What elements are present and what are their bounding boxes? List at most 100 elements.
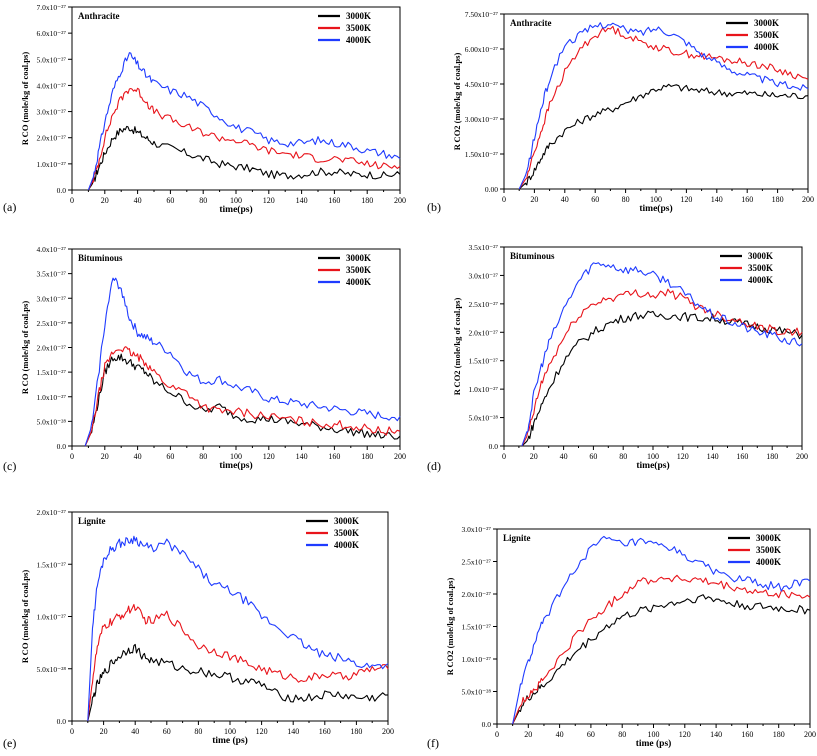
y-tick-label: 1.0x10⁻²⁷ — [462, 655, 492, 664]
y-tick-label: 1.5x10⁻²⁷ — [37, 560, 67, 569]
x-tick-label: 200 — [802, 195, 814, 204]
x-tick-label: 60 — [587, 730, 595, 739]
x-tick-label: 40 — [556, 730, 564, 739]
legend-entry: 3500K — [334, 528, 359, 538]
y-tick-label: 1.0x10⁻²⁷ — [37, 613, 67, 622]
y-tick-label: 7.0x10⁻²⁷ — [37, 3, 67, 12]
chart-panel-1: 0 20 40 60 80 100 120 140 160 180 200 0.0 1.0x10⁻²⁷ 2… — [3, 3, 406, 215]
legend-entry: 4000K — [346, 277, 371, 287]
x-tick-label: 200 — [804, 730, 816, 739]
x-tick-label: 160 — [736, 452, 748, 461]
x-tick-label: 0 — [70, 452, 74, 461]
x-axis-label: time(ps) — [636, 460, 669, 471]
x-tick-label: 200 — [796, 452, 808, 461]
panel-label: (d) — [427, 459, 441, 473]
y-tick-label: 5.0x10⁻²⁸ — [462, 688, 492, 697]
y-axis-label: R CO (mole/kg of coal.ps) — [20, 301, 30, 394]
series-line-3500K — [87, 87, 401, 191]
x-tick-label: 120 — [679, 730, 691, 739]
x-tick-label: 100 — [230, 196, 242, 205]
coal-type-annotation: Lignite — [503, 533, 531, 543]
x-tick-label: 80 — [194, 727, 202, 736]
series-line-4000K — [84, 277, 401, 447]
y-tick-label: 4.0x10⁻²⁷ — [37, 81, 67, 90]
panel-label: (c) — [3, 459, 16, 473]
legend-entry: 3000K — [748, 251, 773, 261]
x-tick-label: 20 — [524, 730, 532, 739]
x-tick-label: 60 — [163, 727, 171, 736]
series-line-4000K — [87, 535, 389, 722]
x-tick-label: 20 — [101, 196, 109, 205]
y-axis-label: R CO2 (mole/kg of coal.ps) — [445, 578, 455, 676]
series-line-3000K — [512, 594, 811, 725]
coal-type-annotation: Bituminous — [78, 253, 123, 263]
x-tick-label: 160 — [328, 452, 340, 461]
x-tick-label: 140 — [711, 195, 723, 204]
x-tick-label: 120 — [256, 727, 268, 736]
x-tick-label: 160 — [319, 727, 331, 736]
x-tick-label: 180 — [361, 196, 373, 205]
x-tick-label: 140 — [296, 196, 308, 205]
x-tick-label: 100 — [224, 727, 236, 736]
y-tick-label: 1.50x10⁻²⁷ — [465, 150, 499, 159]
legend-entry: 4000K — [748, 275, 773, 285]
x-tick-label: 100 — [230, 452, 242, 461]
x-tick-label: 80 — [622, 195, 630, 204]
x-tick-label: 180 — [766, 452, 778, 461]
legend-entry: 3000K — [346, 253, 371, 263]
y-tick-label: 0.0 — [57, 186, 67, 195]
y-tick-label: 0.0 — [57, 442, 67, 451]
legend-entry: 4000K — [754, 42, 779, 52]
legend-entry: 3500K — [346, 23, 371, 33]
series-line-3500K — [87, 603, 389, 722]
x-tick-label: 40 — [560, 452, 568, 461]
x-tick-label: 20 — [530, 195, 538, 204]
series-line-3000K — [521, 310, 803, 447]
y-tick-label: 4.50x10⁻²⁷ — [465, 80, 499, 89]
y-tick-label: 2.5x10⁻²⁷ — [462, 558, 492, 567]
y-tick-label: 3.0x10⁻²⁷ — [37, 108, 67, 117]
y-tick-label: 0.0 — [482, 720, 492, 729]
legend-entry: 3000K — [754, 18, 779, 28]
legend-entry: 3000K — [756, 533, 781, 543]
y-axis-label: R CO2 (mole/kg of coal.ps) — [452, 53, 462, 151]
x-tick-label: 140 — [710, 730, 722, 739]
x-axis-label: time(ps) — [219, 204, 252, 215]
x-tick-label: 180 — [773, 730, 785, 739]
x-tick-label: 20 — [530, 452, 538, 461]
series-line-3000K — [84, 353, 401, 447]
y-axis-label: R CO (mole/kg of coal.ps) — [20, 52, 30, 145]
x-tick-label: 160 — [328, 196, 340, 205]
x-tick-label: 140 — [296, 452, 308, 461]
chart-panel-2: 0 20 40 60 80 100 120 140 160 180 200 0.00 1.50x10⁻²… — [427, 10, 814, 214]
legend-entry: 3000K — [346, 11, 371, 21]
x-tick-label: 60 — [166, 196, 174, 205]
x-tick-label: 100 — [648, 730, 660, 739]
x-tick-label: 0 — [495, 730, 499, 739]
coal-type-annotation: Lignite — [78, 516, 106, 526]
y-tick-label: 5.0x10⁻²⁷ — [37, 55, 67, 64]
y-tick-label: 3.0x10⁻²⁷ — [37, 294, 67, 303]
x-axis-label: time (ps) — [212, 735, 248, 746]
x-tick-label: 140 — [707, 452, 719, 461]
legend-entry: 4000K — [346, 35, 371, 45]
series-line-4000K — [521, 262, 803, 447]
y-tick-label: 5.0x10⁻²⁸ — [469, 414, 499, 423]
x-tick-label: 0 — [502, 195, 506, 204]
x-tick-label: 20 — [100, 727, 108, 736]
chart-panel-5: 0 20 40 60 80 100 120 140 160 180 200 0.0 5.0x10⁻²⁸ 1… — [3, 508, 394, 750]
y-axis-label: R CO (mole/kg of coal.ps) — [20, 570, 30, 663]
series-line-3500K — [521, 288, 803, 447]
y-tick-label: 6.0x10⁻²⁷ — [37, 29, 67, 38]
y-tick-label: 1.5x10⁻²⁷ — [462, 623, 492, 632]
x-tick-label: 80 — [618, 730, 626, 739]
x-tick-label: 80 — [619, 452, 627, 461]
coal-type-annotation: Anthracite — [78, 11, 120, 21]
x-tick-label: 180 — [361, 452, 373, 461]
x-tick-label: 60 — [591, 195, 599, 204]
x-tick-label: 120 — [680, 195, 692, 204]
x-tick-label: 40 — [134, 196, 142, 205]
x-tick-label: 160 — [741, 730, 753, 739]
series-line-4000K — [518, 22, 809, 190]
